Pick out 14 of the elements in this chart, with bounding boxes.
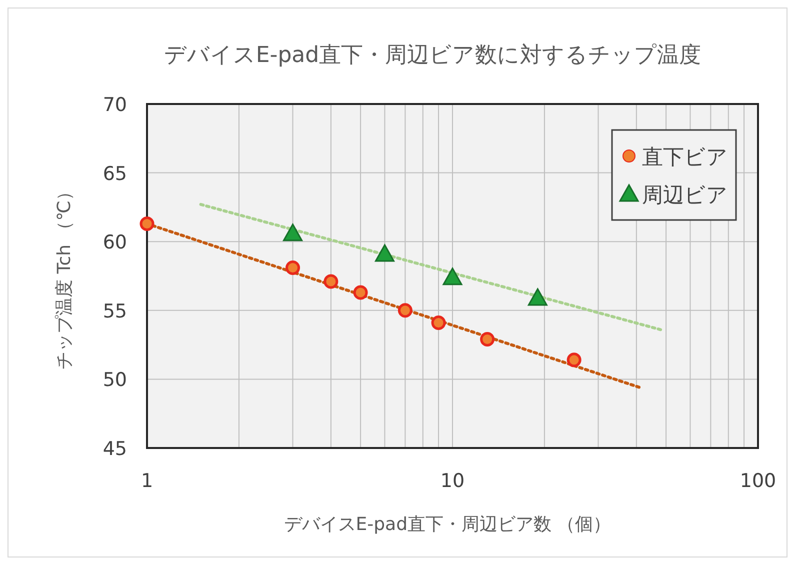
y-tick-label: 45 [102, 438, 127, 460]
x-tick-label: 10 [440, 470, 465, 492]
x-axis-title: デバイスE-pad直下・周辺ビア数 （個） [284, 514, 612, 535]
x-tick-label: 100 [740, 470, 776, 492]
legend-label: 直下ビア [642, 145, 728, 169]
chart-title: デバイスE-pad直下・周辺ビア数に対するチップ温度 [164, 43, 702, 68]
y-tick-label: 70 [102, 94, 127, 116]
x-tick-label: 1 [140, 470, 154, 492]
y-tick-label: 60 [102, 232, 127, 254]
y-tick-label: 65 [102, 162, 127, 185]
legend-label: 周辺ビア [642, 183, 728, 207]
y-tick-label: 55 [102, 300, 127, 322]
y-axis-title: チップ温度 Tch （℃） [54, 182, 75, 370]
y-tick-label: 50 [102, 369, 127, 392]
